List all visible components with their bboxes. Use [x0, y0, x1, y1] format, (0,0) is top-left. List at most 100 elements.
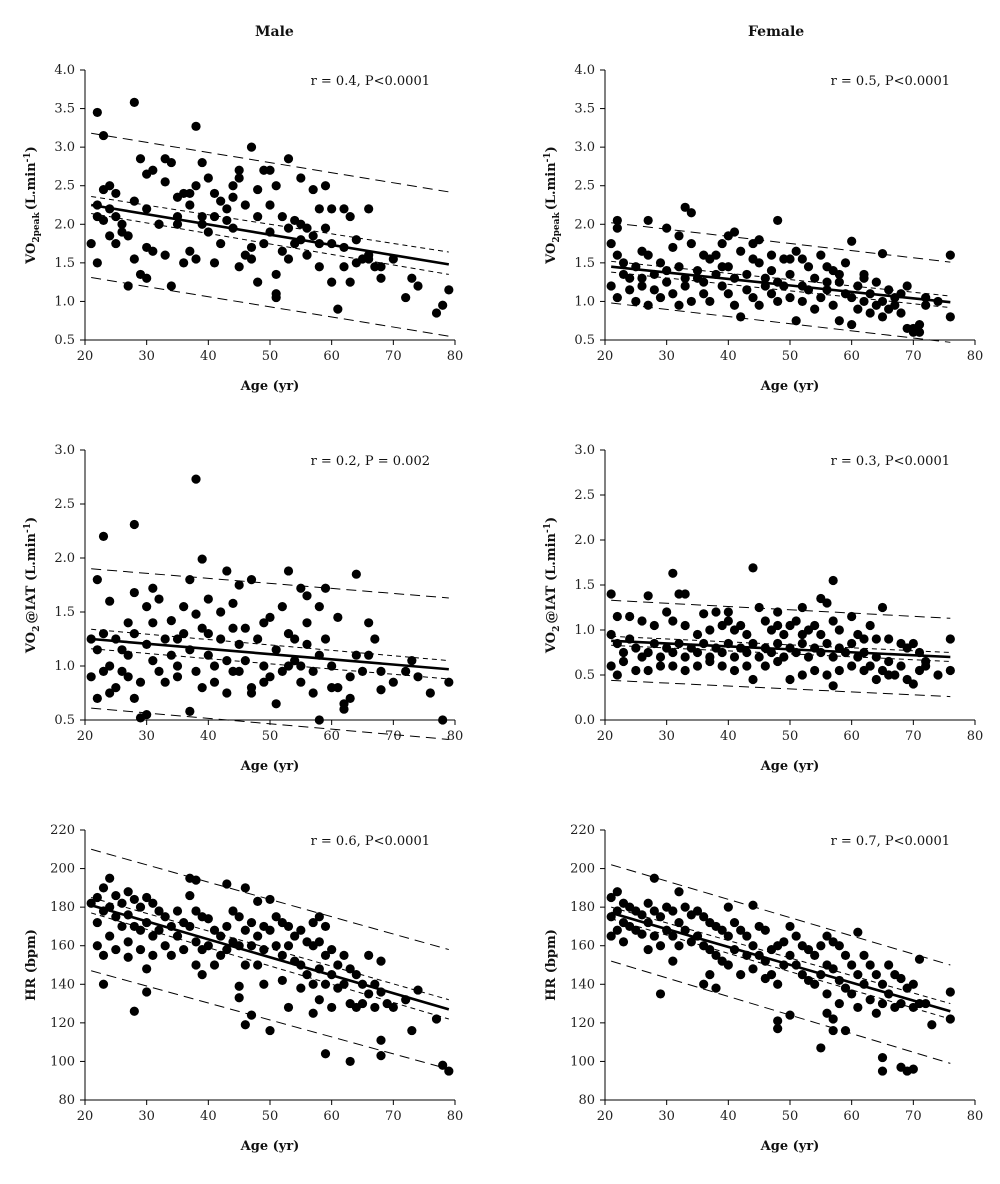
data-point — [871, 970, 881, 980]
data-point — [234, 173, 244, 183]
data-point — [612, 611, 622, 622]
data-point — [736, 312, 746, 322]
data-point — [160, 912, 170, 922]
data-point — [680, 652, 690, 662]
data-point — [407, 656, 417, 666]
data-point — [271, 941, 281, 951]
data-point — [717, 925, 727, 935]
data-point — [773, 656, 783, 667]
data-point — [98, 979, 109, 989]
y-tick-label: 2.5 — [574, 488, 595, 503]
data-point — [296, 583, 306, 593]
confidence-band-upper — [91, 628, 449, 662]
data-point — [717, 281, 727, 291]
data-point — [302, 970, 312, 980]
data-point — [314, 995, 324, 1005]
data-point — [606, 931, 616, 941]
data-point — [736, 620, 746, 631]
data-point — [172, 192, 183, 202]
data-point — [129, 519, 139, 530]
data-point — [760, 616, 770, 626]
data-point — [333, 304, 343, 314]
data-point — [351, 650, 361, 660]
data-point — [135, 925, 146, 935]
data-point — [117, 898, 127, 908]
data-point — [748, 254, 758, 264]
y-axis-title: VO2peak(L.min-1) — [23, 146, 42, 265]
y-tick-label: 2.0 — [574, 217, 595, 232]
column-title-male: Male — [255, 24, 294, 40]
data-point — [160, 634, 170, 644]
data-point — [296, 925, 306, 935]
y-tick-label: 2.0 — [54, 551, 75, 566]
stat-annotation: r = 0.6, P<0.0001 — [311, 834, 430, 849]
data-point — [339, 262, 349, 272]
data-point — [117, 219, 127, 229]
y-tick-label: 80 — [58, 1093, 75, 1108]
data-point — [191, 960, 201, 970]
data-point — [791, 616, 801, 626]
data-point — [253, 634, 263, 644]
data-point — [234, 580, 244, 590]
data-point — [797, 254, 807, 264]
data-point — [129, 1006, 139, 1016]
data-point — [822, 638, 832, 649]
x-tick-label: 30 — [138, 1109, 155, 1124]
confidence-band-lower — [91, 648, 449, 680]
data-point — [649, 873, 659, 883]
data-point — [711, 607, 721, 617]
panel-vo2peak-male: 20 30 40 50 60 70 80 0.5 1.0 1.5 2.0 2.5 3.0 3.5 4.0 Ag… — [0, 40, 480, 420]
x-tick-label: 70 — [905, 349, 922, 364]
data-point — [370, 1002, 380, 1013]
data-point — [197, 623, 207, 633]
data-point — [92, 892, 102, 903]
x-tick-label: 40 — [200, 349, 217, 364]
y-tick-label: 4.0 — [54, 63, 75, 78]
data-point — [246, 941, 257, 951]
panel-vo2iat-male: 20 30 40 50 60 70 80 0.5 1.0 1.5 2.0 2.5 3.0 Age (yr)… — [0, 420, 480, 800]
data-point — [643, 215, 653, 226]
data-point — [105, 231, 115, 241]
x-tick-label: 80 — [967, 1109, 984, 1124]
data-point — [834, 625, 844, 635]
data-point — [896, 661, 906, 671]
data-point — [662, 223, 672, 233]
x-tick-label: 30 — [138, 729, 155, 744]
x-axis-title: Age (yr) — [760, 379, 820, 394]
data-point — [908, 679, 918, 689]
data-point — [86, 672, 96, 682]
data-point — [185, 890, 195, 901]
x-axis-title: Age (yr) — [760, 759, 820, 774]
data-point — [129, 693, 139, 703]
confidence-band-lower — [611, 644, 951, 662]
data-point — [185, 188, 195, 199]
data-point — [649, 906, 659, 916]
y-tick-label: 100 — [570, 1054, 595, 1069]
data-point — [197, 683, 207, 693]
data-point — [148, 950, 158, 960]
data-point — [222, 566, 232, 576]
data-point — [754, 652, 764, 662]
data-point — [797, 670, 807, 680]
data-point — [871, 300, 881, 310]
data-point — [921, 661, 931, 671]
data-point — [222, 879, 232, 889]
data-point — [606, 892, 616, 903]
data-point — [908, 638, 918, 649]
data-point — [240, 883, 250, 893]
data-point — [290, 215, 300, 226]
data-point — [265, 200, 275, 210]
data-point — [327, 661, 337, 671]
prediction-band-upper — [91, 568, 449, 599]
x-tick-label: 80 — [447, 1109, 464, 1124]
data-point — [172, 634, 183, 644]
data-point — [222, 921, 232, 932]
data-point — [154, 925, 164, 935]
data-point — [142, 710, 152, 720]
x-tick-label: 70 — [385, 1109, 402, 1124]
stat-annotation: r = 0.7, P<0.0001 — [831, 834, 950, 849]
data-point — [216, 238, 226, 249]
data-point — [748, 563, 758, 573]
data-point — [828, 681, 838, 691]
y-tick-label: 0.5 — [574, 333, 595, 348]
